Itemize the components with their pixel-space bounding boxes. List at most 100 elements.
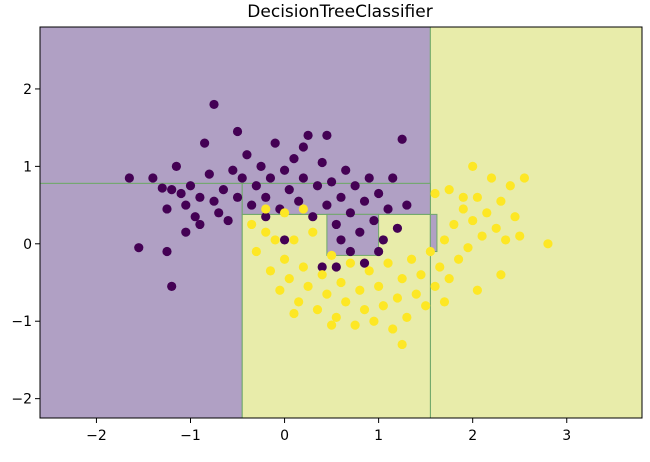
point-class-1: [435, 262, 445, 272]
y-tick-label: 1: [23, 159, 32, 175]
point-class-1: [341, 297, 351, 307]
point-class-0: [279, 235, 290, 245]
point-class-0: [402, 200, 412, 210]
point-class-1: [458, 204, 468, 214]
point-class-1: [425, 246, 435, 257]
point-class-1: [265, 266, 276, 276]
x-tick-label: 1: [374, 428, 383, 444]
point-class-1: [298, 262, 308, 272]
x-tick-label: 2: [468, 428, 477, 444]
point-class-0: [397, 134, 407, 144]
point-class-1: [261, 227, 271, 237]
point-class-0: [317, 262, 327, 272]
point-class-0: [237, 173, 247, 183]
point-class-0: [167, 281, 177, 291]
point-class-0: [350, 181, 360, 191]
point-class-0: [336, 235, 346, 245]
point-class-0: [124, 173, 134, 183]
point-class-1: [468, 161, 478, 171]
point-class-1: [317, 270, 327, 280]
point-class-0: [261, 192, 271, 202]
point-class-1: [331, 312, 341, 322]
point-class-1: [458, 192, 468, 202]
point-class-1: [279, 208, 290, 218]
point-class-1: [406, 254, 417, 264]
point-class-1: [289, 235, 299, 245]
point-class-0: [378, 235, 388, 245]
point-class-1: [270, 235, 280, 245]
point-class-0: [232, 192, 243, 202]
point-class-1: [463, 243, 473, 253]
point-class-1: [303, 281, 313, 291]
y-tick-label: 0: [23, 237, 32, 253]
decision-region-class-0: [39, 182, 243, 419]
watermark-text: https://blog.csdn.net/michael_wq: [424, 439, 640, 454]
point-class-1: [388, 324, 398, 334]
point-class-0: [298, 142, 308, 152]
point-class-1: [496, 270, 506, 280]
point-class-0: [308, 212, 318, 222]
point-class-1: [284, 274, 294, 284]
point-class-1: [430, 188, 440, 199]
point-class-1: [355, 285, 365, 295]
point-class-0: [369, 215, 379, 226]
point-class-0: [200, 138, 210, 148]
point-class-0: [336, 192, 346, 202]
point-class-1: [392, 293, 403, 303]
point-class-1: [519, 173, 530, 183]
point-class-0: [326, 177, 337, 187]
point-class-0: [364, 173, 374, 183]
point-class-1: [294, 297, 304, 307]
point-class-1: [486, 173, 497, 183]
decision-region-class-0: [429, 213, 438, 253]
point-class-0: [303, 130, 313, 140]
point-class-1: [298, 204, 308, 214]
point-class-0: [298, 173, 308, 183]
point-class-0: [185, 181, 196, 191]
point-class-0: [209, 99, 219, 110]
point-class-0: [209, 196, 219, 206]
point-class-1: [444, 184, 454, 195]
point-class-1: [350, 320, 360, 330]
point-class-1: [482, 208, 492, 218]
decision-region-class-0: [241, 182, 431, 215]
point-class-0: [322, 200, 332, 210]
point-class-0: [265, 173, 276, 183]
point-class-1: [496, 196, 506, 206]
point-class-0: [171, 161, 181, 171]
point-class-0: [355, 227, 365, 237]
point-class-0: [256, 161, 266, 171]
x-tick-label: −2: [86, 428, 107, 444]
point-class-0: [345, 208, 356, 218]
point-class-1: [364, 266, 374, 276]
point-class-1: [439, 235, 450, 245]
point-class-1: [472, 285, 482, 295]
point-class-1: [336, 277, 346, 288]
point-class-0: [270, 138, 280, 148]
point-class-1: [279, 254, 290, 264]
point-class-0: [374, 188, 384, 199]
point-class-1: [543, 239, 553, 249]
x-axis: −2 −1 0 1 2 3: [86, 418, 571, 444]
point-class-0: [359, 196, 370, 206]
point-class-1: [515, 231, 525, 241]
point-class-1: [378, 301, 388, 311]
y-axis: −2 −1 0 1 2: [11, 82, 40, 408]
x-tick-label: 3: [562, 428, 571, 444]
point-class-0: [218, 184, 229, 195]
point-class-1: [397, 339, 407, 350]
x-tick-label: −1: [180, 428, 201, 444]
point-class-1: [326, 320, 337, 330]
point-class-0: [251, 181, 261, 191]
point-class-0: [359, 258, 370, 268]
point-class-1: [453, 254, 464, 264]
point-class-1: [505, 181, 515, 191]
point-class-1: [322, 289, 332, 299]
decision-region-class-1: [429, 26, 643, 419]
point-class-1: [369, 316, 379, 326]
point-class-1: [251, 246, 261, 257]
plot-area: [39, 26, 643, 419]
point-class-0: [322, 130, 332, 140]
point-class-0: [247, 200, 257, 210]
